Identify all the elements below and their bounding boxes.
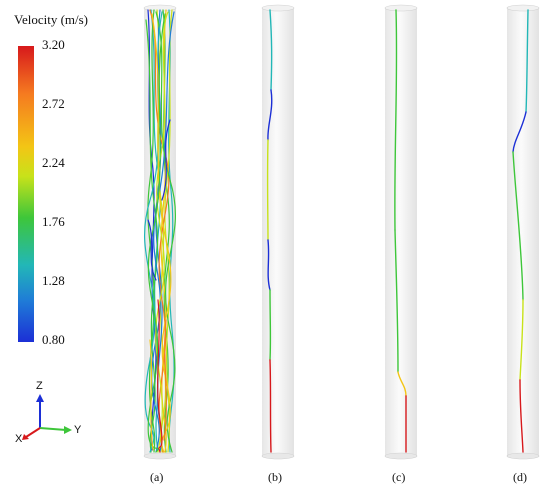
cylinder-b (261, 4, 295, 460)
axis-triad (22, 394, 72, 440)
x-axis-label: X (15, 433, 23, 445)
legend-tick-max: 3.20 (42, 37, 65, 52)
x-axis-arrow (22, 434, 29, 440)
cylinder-d (506, 4, 540, 460)
panel-label-d: (d) (513, 470, 527, 484)
z-axis-label: Z (36, 380, 43, 392)
z-axis-arrow (36, 394, 44, 402)
y-axis-arrow (64, 426, 72, 434)
legend-tick-min: 0.80 (42, 332, 65, 347)
legend-tick: 2.72 (42, 96, 65, 111)
legend-title: Velocity (m/s) (14, 12, 89, 27)
y-axis-label: Y (74, 424, 82, 436)
panel-label-a: (a) (150, 470, 164, 484)
legend-tick: 2.24 (42, 155, 65, 170)
streamline-single-b (266, 9, 273, 453)
x-axis-line (25, 427, 41, 438)
streamlines-many (143, 9, 177, 453)
panel-label-b: (b) (268, 470, 282, 484)
velocity-colorbar (18, 46, 34, 342)
cylinder-c (384, 4, 418, 460)
legend-tick: 1.28 (42, 273, 65, 288)
streamline-single-d (512, 9, 529, 453)
streamline-single-c (394, 9, 407, 453)
legend-tick: 1.76 (42, 214, 65, 229)
y-axis-line (39, 427, 67, 431)
panel-label-c: (c) (392, 470, 406, 484)
